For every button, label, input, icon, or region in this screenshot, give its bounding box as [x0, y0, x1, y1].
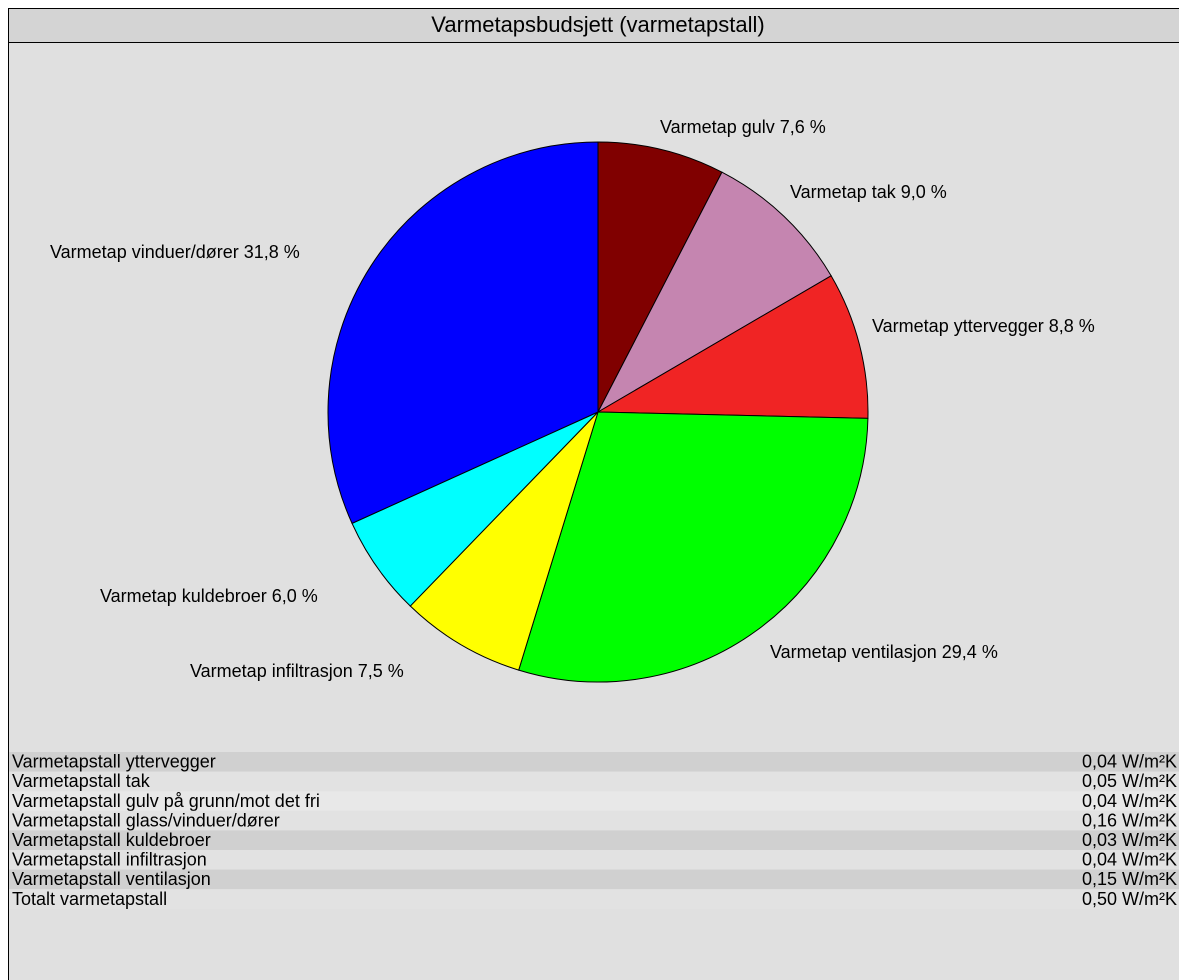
table-row: [9, 830, 1179, 850]
table-row: [9, 889, 1179, 909]
pie-slice: [327, 141, 599, 525]
row-value: 0,16 W/m²K: [1082, 810, 1177, 830]
slice-category: Varmetap yttervegger: [872, 316, 1044, 336]
table-row: [9, 850, 1179, 870]
pie: Varmetap gulv 7,6 %Varmetap tak 9,0 %Var…: [50, 117, 1095, 683]
table-row: [9, 771, 1179, 792]
slice-label: Varmetap kuldebroer 6,0 %: [100, 586, 318, 606]
slice-label: Varmetap gulv 7,6 %: [660, 117, 826, 137]
row-label: Varmetapstall yttervegger: [12, 752, 216, 772]
slice-label: Varmetap tak 9,0 %: [790, 182, 947, 202]
slice-category: Varmetap tak: [790, 182, 897, 202]
row-value: 0,15 W/m²K: [1082, 869, 1177, 889]
pie-slice: [409, 411, 599, 671]
pie-slice: [596, 275, 869, 419]
slice-label: Varmetap ventilasjon 29,4 %: [770, 642, 998, 662]
row-label: Varmetapstall glass/vinduer/dører: [12, 810, 280, 830]
row-value: 0,50 W/m²K: [1082, 889, 1177, 909]
row-label: Varmetapstall infiltrasjon: [12, 850, 207, 870]
pie-slice: [518, 411, 869, 683]
row-value: 0,04 W/m²K: [1082, 850, 1177, 870]
row-label: Varmetapstall kuldebroer: [12, 830, 211, 850]
slice-value: 8,8 %: [1049, 316, 1095, 336]
slice-category: Varmetap ventilasjon: [770, 642, 937, 662]
row-value: 0,03 W/m²K: [1082, 830, 1177, 850]
slice-category: Varmetap kuldebroer: [100, 586, 267, 606]
slice-label: Varmetap infiltrasjon 7,5 %: [190, 661, 404, 681]
table-row: [9, 752, 1179, 772]
slice-category: Varmetap infiltrasjon: [190, 661, 353, 681]
slice-value: 29,4 %: [942, 642, 998, 662]
slice-value: 7,6 %: [780, 117, 826, 137]
slice-value: 9,0 %: [901, 182, 947, 202]
slice-value: 31,8 %: [244, 242, 300, 262]
table-row: [9, 810, 1179, 831]
row-label: Varmetapstall tak: [12, 771, 151, 791]
row-label: Varmetapstall ventilasjon: [12, 869, 211, 889]
table: Varmetapstall yttervegger 0,04 W/m²K Varme…: [9, 752, 1179, 909]
slice-category: Varmetap vinduer/dører: [50, 242, 239, 262]
chart-title: Varmetapsbudsjett (varmetapstall): [431, 12, 764, 37]
table-row: [9, 791, 1179, 811]
pie-slice: [597, 141, 723, 413]
slice-label: Varmetap yttervegger 8,8 %: [872, 316, 1095, 336]
row-value: 0,05 W/m²K: [1082, 771, 1177, 791]
row-value: 0,04 W/m²K: [1082, 752, 1177, 772]
pie-slice: [596, 171, 832, 414]
slice-label: Varmetap vinduer/dører 31,8 %: [50, 242, 300, 262]
slice-value: 6,0 %: [272, 586, 318, 606]
slice-value: 7,5 %: [358, 661, 404, 681]
row-label: Totalt varmetapstall: [12, 889, 167, 909]
title-bar: [8, 8, 1179, 43]
slice-category: Varmetap gulv: [660, 117, 775, 137]
row-label: Varmetapstall gulv på grunn/mot det fri: [12, 791, 320, 811]
row-value: 0,04 W/m²K: [1082, 791, 1177, 811]
table-row: [9, 869, 1179, 890]
